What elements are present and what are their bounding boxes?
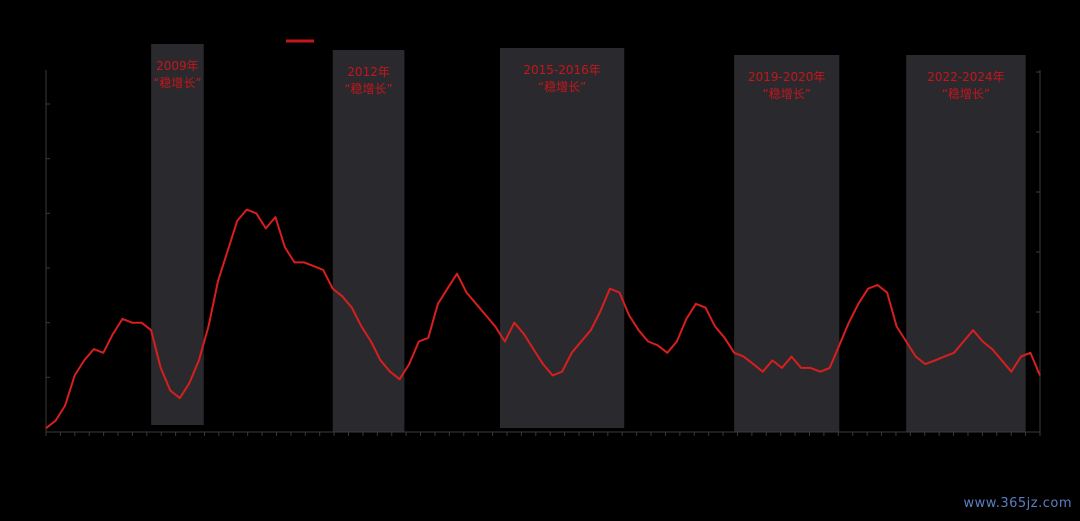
period-labels: 2009年 “稳增长” 2012年 “稳增长” 2015-2016年 “稳增长” 2019-…: [153, 59, 1004, 101]
period-label-1-line-1: 2009年: [156, 59, 199, 73]
watermark: www.365jz.com: [963, 496, 1072, 511]
series-line: [45, 208, 1041, 429]
shaded-periods: [151, 44, 1026, 432]
period-label-1-line-2: “稳增长”: [153, 75, 201, 90]
shaded-period-3: [499, 48, 625, 428]
shaded-period-2: [332, 50, 405, 432]
period-label-3-line-2: “稳增长”: [538, 79, 586, 94]
axes: [45, 70, 1041, 436]
period-label-2-line-2: “稳增长”: [344, 81, 392, 96]
period-label-2-line-1: 2012年: [347, 65, 390, 79]
shaded-period-5: [906, 55, 1026, 432]
period-label-5-line-2: “稳增长”: [942, 86, 990, 101]
period-label-4-line-1: 2019-2020年: [748, 70, 825, 84]
period-label-5-line-1: 2022-2024年: [927, 70, 1004, 84]
period-label-4-line-2: “稳增长”: [763, 86, 811, 101]
shaded-period-4: [734, 55, 840, 432]
period-label-3-line-1: 2015-2016年: [523, 63, 600, 77]
